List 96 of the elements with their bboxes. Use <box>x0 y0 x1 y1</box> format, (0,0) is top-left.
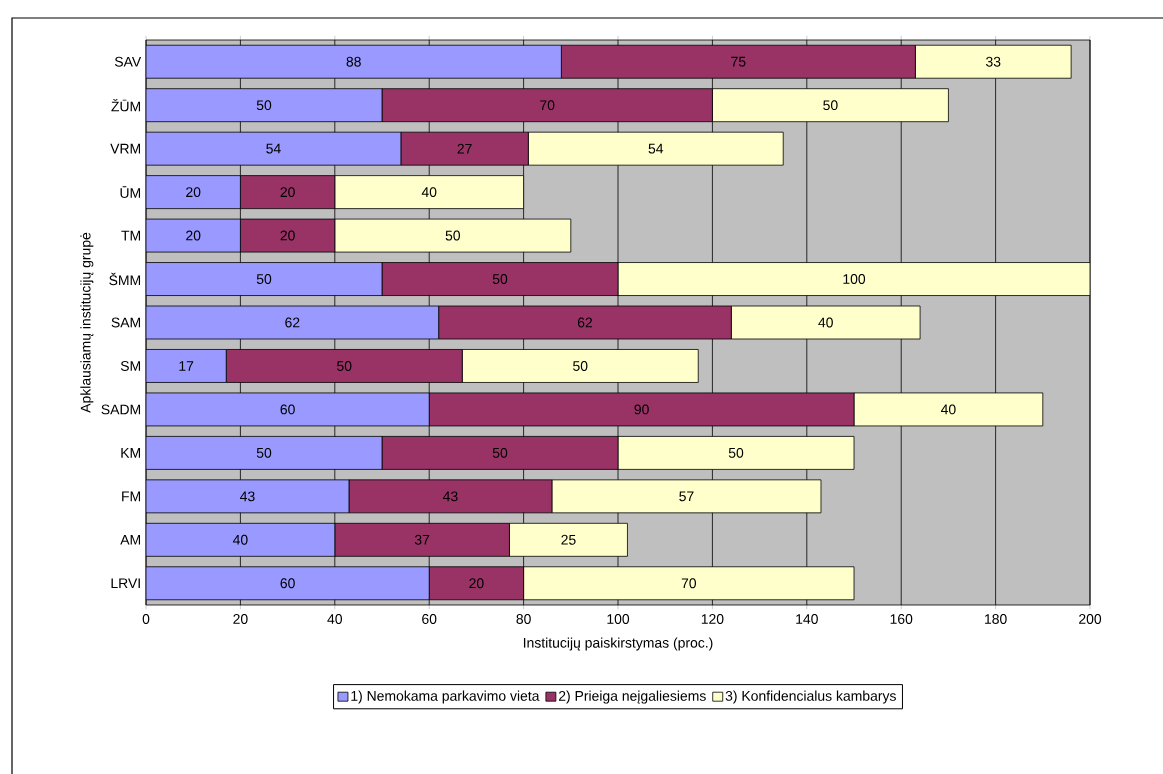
data-label: 54 <box>648 143 664 154</box>
bar <box>146 262 383 296</box>
data-label: 50 <box>337 361 352 371</box>
data-label: 43 <box>240 491 255 502</box>
data-label: 17 <box>179 361 194 371</box>
y-tick-label: SADM <box>101 404 141 415</box>
data-label: 54 <box>266 143 281 154</box>
bar <box>523 566 855 601</box>
data-label: 50 <box>573 361 588 371</box>
bar <box>400 131 529 166</box>
bar <box>146 349 227 383</box>
bar <box>146 522 336 557</box>
x-tick-label: 20 <box>233 614 248 624</box>
bar <box>146 479 350 514</box>
y-tick-label: LRVI <box>111 578 140 589</box>
data-label: 90 <box>634 404 649 415</box>
bar <box>334 218 572 253</box>
data-label: 20 <box>186 230 201 241</box>
data-label: 40 <box>421 187 437 198</box>
bar <box>509 522 628 557</box>
bar <box>617 435 855 470</box>
data-label: 60 <box>280 404 295 415</box>
data-label: 88 <box>346 56 361 67</box>
bar <box>146 566 430 601</box>
x-tick-label: 100 <box>607 614 630 624</box>
data-label: 20 <box>186 187 201 198</box>
data-label: 50 <box>256 274 272 284</box>
data-label: 62 <box>577 317 593 328</box>
data-label: 20 <box>280 187 295 198</box>
data-label: 50 <box>445 230 461 241</box>
bar <box>146 392 430 427</box>
bar <box>146 88 383 123</box>
data-label: 62 <box>285 317 300 328</box>
bar <box>914 44 1072 79</box>
y-tick-label: SM <box>120 361 141 371</box>
data-label: 100 <box>843 274 866 284</box>
y-tick-label: TM <box>121 230 141 241</box>
y-tick-label: ŽŪM <box>111 99 141 112</box>
x-tick-label: 200 <box>1079 614 1102 624</box>
legend-label: 1) Nemokama parkavimo vieta <box>351 690 540 704</box>
bar <box>146 305 440 340</box>
bar <box>853 392 1044 427</box>
bar <box>146 131 402 166</box>
x-tick-label: 80 <box>516 614 531 624</box>
legend-label: 2) Prieiga neįgaliesiems <box>558 690 706 704</box>
y-tick-label: ŪM <box>120 186 141 198</box>
data-label: 75 <box>731 56 746 67</box>
bar <box>146 44 562 79</box>
x-tick-label: 160 <box>890 614 913 624</box>
y-tick-label: SAV <box>114 56 142 67</box>
data-label: 37 <box>414 534 430 545</box>
bar <box>146 175 241 210</box>
bar <box>461 349 699 383</box>
data-label: 33 <box>986 56 1001 67</box>
data-label: 43 <box>443 491 458 502</box>
legend-label: 3) Konfidencialus kambarys <box>725 690 896 704</box>
data-label: 70 <box>540 100 555 111</box>
y-tick-label: FM <box>122 491 141 502</box>
x-tick-label: 60 <box>422 614 437 624</box>
bar <box>730 305 921 340</box>
x-tick-label: 180 <box>985 614 1007 624</box>
y-tick-label: ŠMM <box>109 272 141 286</box>
y-tick-label: SAM <box>111 317 141 328</box>
bar <box>617 262 1091 296</box>
data-label: 25 <box>561 534 576 545</box>
data-label: 50 <box>823 100 838 111</box>
data-label: 27 <box>457 143 472 154</box>
data-label: 20 <box>469 578 484 589</box>
x-tick-label: 0 <box>142 614 150 624</box>
data-label: 57 <box>679 491 694 502</box>
bar <box>348 479 553 514</box>
x-tick-label: 120 <box>701 614 724 624</box>
data-label: 70 <box>681 578 697 589</box>
bar <box>712 88 949 123</box>
data-label: 50 <box>728 447 744 458</box>
bar <box>146 218 241 253</box>
data-label: 20 <box>280 230 295 241</box>
bar <box>334 175 525 210</box>
x-axis-title: Institucijų paiskirstymas (proc.) <box>523 637 713 651</box>
bar <box>551 479 822 514</box>
x-tick-label: 140 <box>796 614 818 624</box>
data-label: 50 <box>256 100 272 111</box>
data-label: 40 <box>818 317 833 328</box>
data-label: 40 <box>940 404 956 415</box>
x-tick-label: 40 <box>327 614 343 624</box>
y-axis-title: Apklausiamų institucijų grupė <box>80 232 94 413</box>
bar <box>146 435 383 470</box>
y-tick-label: VRM <box>110 143 141 154</box>
y-tick-label: KM <box>121 448 141 458</box>
data-label: 50 <box>492 447 508 458</box>
data-label: 50 <box>492 274 508 284</box>
data-label: 40 <box>232 534 248 545</box>
y-tick-label: AM <box>120 535 141 545</box>
data-label: 60 <box>280 578 295 589</box>
bar <box>527 131 784 166</box>
data-label: 50 <box>256 447 272 458</box>
